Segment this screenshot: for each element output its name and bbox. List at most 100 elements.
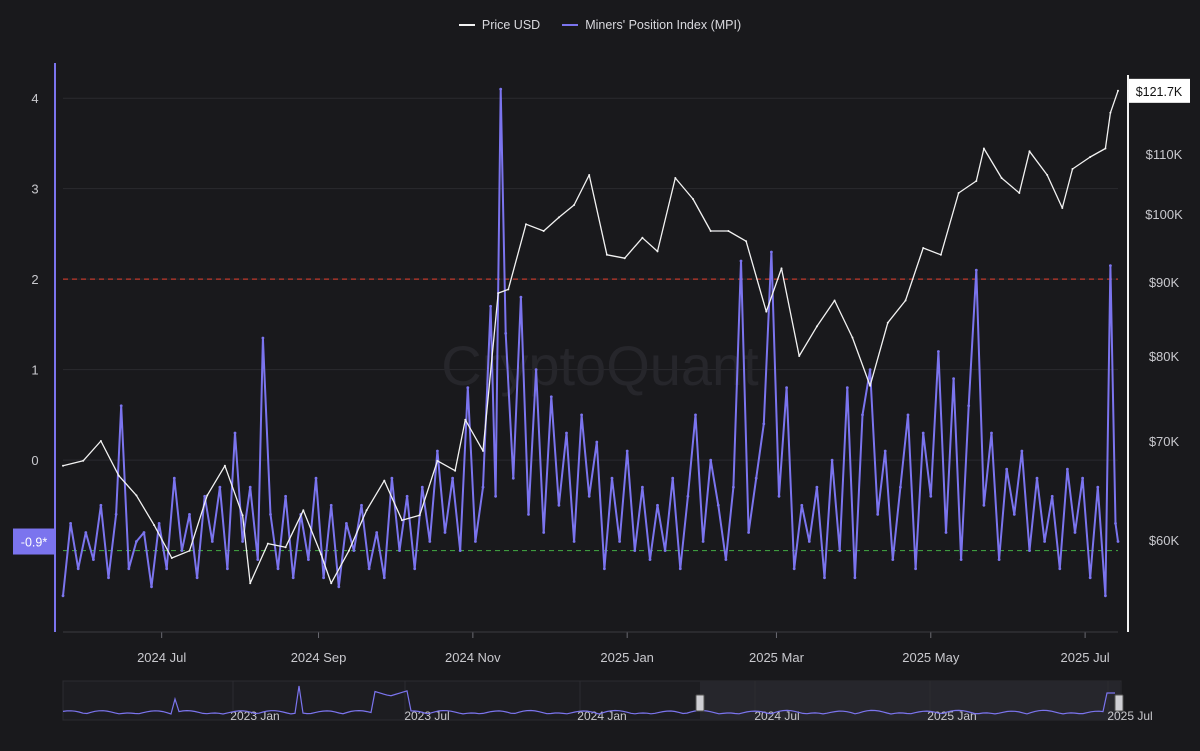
data-point-mpi xyxy=(1116,540,1120,543)
data-point-mpi xyxy=(549,395,553,399)
data-point-mpi xyxy=(1005,467,1009,471)
data-point-mpi xyxy=(770,250,773,254)
data-point-price xyxy=(223,464,226,467)
data-point-mpi xyxy=(1088,576,1092,580)
data-point-mpi xyxy=(853,576,857,580)
data-point-mpi xyxy=(519,295,523,299)
x-tick-label: 2024 Nov xyxy=(445,650,501,665)
data-point-mpi xyxy=(188,513,191,516)
data-point-mpi xyxy=(868,368,872,371)
current-price-badge-bg xyxy=(1129,78,1190,103)
data-point-mpi xyxy=(69,522,72,525)
data-point-mpi xyxy=(1058,567,1062,571)
data-point-mpi xyxy=(732,485,735,489)
data-point-mpi xyxy=(165,567,169,571)
legend-item-price[interactable]: Price USD xyxy=(458,18,540,32)
x-tick-label: 2025 Jan xyxy=(600,650,654,665)
x-tick-label: 2025 May xyxy=(902,650,960,665)
data-point-mpi xyxy=(180,549,184,552)
legend-swatch-mpi xyxy=(562,24,579,26)
data-point-price xyxy=(851,336,854,339)
data-point-mpi xyxy=(587,494,591,498)
range-navigator[interactable]: 2023 Jan 2023 Jul 2024 Jan 2024 Jul 2025 Jan… xyxy=(62,680,1153,723)
data-point-mpi xyxy=(906,413,910,417)
data-point-mpi xyxy=(815,485,819,489)
data-point-price xyxy=(82,459,85,462)
data-point-mpi xyxy=(307,558,310,561)
data-point-mpi xyxy=(261,336,265,340)
data-point-mpi xyxy=(92,558,95,561)
data-point-price xyxy=(365,509,368,512)
data-point-price xyxy=(383,479,386,482)
navigator-label: 2024 Jan xyxy=(577,709,626,723)
data-point-mpi xyxy=(807,540,811,543)
data-point-mpi xyxy=(451,476,454,480)
data-point-price xyxy=(249,582,252,585)
navigator-label: 2025 Jul xyxy=(1107,709,1152,723)
data-point-mpi xyxy=(390,476,394,480)
data-point-mpi xyxy=(823,576,826,580)
data-point-mpi xyxy=(119,404,123,408)
data-point-mpi xyxy=(967,404,971,408)
data-point-mpi xyxy=(360,503,363,507)
navigator-label: 2025 Jan xyxy=(927,709,976,723)
data-point-price xyxy=(507,288,510,291)
right-tick-label: $90K xyxy=(1149,275,1180,290)
value-badges: $121.7K -0.9* xyxy=(13,78,1190,555)
data-point-price xyxy=(418,514,421,517)
current-mpi-badge: -0.9* xyxy=(21,536,48,550)
data-point-mpi xyxy=(241,540,245,543)
data-point-mpi xyxy=(785,386,788,390)
data-point-price xyxy=(1089,156,1092,158)
data-point-mpi xyxy=(218,485,222,489)
data-point-mpi xyxy=(557,503,561,507)
data-point-price xyxy=(241,514,244,517)
data-point-mpi xyxy=(861,413,864,417)
data-point-price xyxy=(939,253,942,256)
data-point-price xyxy=(454,469,457,472)
data-point-price xyxy=(674,177,677,179)
data-point-price xyxy=(117,474,120,477)
data-point-mpi xyxy=(633,549,637,552)
data-point-mpi xyxy=(352,549,356,552)
right-tick-label: $70K xyxy=(1149,434,1180,449)
data-point-mpi xyxy=(276,567,280,571)
data-point-mpi xyxy=(1104,594,1107,598)
data-point-mpi xyxy=(678,567,682,571)
navigator-handle-right[interactable] xyxy=(1114,694,1124,712)
data-point-mpi xyxy=(142,531,146,534)
data-point-mpi xyxy=(1081,476,1084,480)
data-point-mpi xyxy=(724,558,728,561)
data-point-mpi xyxy=(572,540,576,543)
left-tick-label: 0 xyxy=(31,453,38,468)
data-point-mpi xyxy=(511,476,515,480)
data-point-mpi xyxy=(739,259,743,263)
current-mpi-badge-bg xyxy=(13,528,55,555)
legend-item-mpi[interactable]: Miners' Position Index (MPI) xyxy=(562,18,741,32)
data-point-mpi xyxy=(959,558,963,561)
data-point-price xyxy=(573,204,576,206)
navigator-label: 2023 Jan xyxy=(230,709,279,723)
data-point-mpi xyxy=(694,413,697,417)
data-point-mpi xyxy=(76,567,80,571)
data-point-mpi xyxy=(1028,549,1031,552)
data-point-price xyxy=(1000,177,1003,179)
data-point-mpi xyxy=(883,449,887,453)
data-point-mpi xyxy=(944,531,948,534)
left-tick-label: 2 xyxy=(31,272,38,287)
data-point-mpi xyxy=(800,503,804,507)
data-point-price xyxy=(709,230,712,232)
data-point-mpi xyxy=(443,531,447,534)
data-point-mpi xyxy=(762,422,766,426)
data-point-mpi xyxy=(172,476,176,480)
data-point-mpi xyxy=(99,503,103,507)
data-point-mpi xyxy=(891,558,895,561)
left-tick-label: 1 xyxy=(31,363,38,378)
data-point-mpi xyxy=(226,567,229,571)
navigator-handle-left[interactable] xyxy=(695,694,705,712)
x-tick-label: 2024 Jul xyxy=(137,650,186,665)
data-point-mpi xyxy=(375,531,379,534)
data-point-price xyxy=(1061,207,1064,209)
data-point-mpi xyxy=(269,513,272,516)
